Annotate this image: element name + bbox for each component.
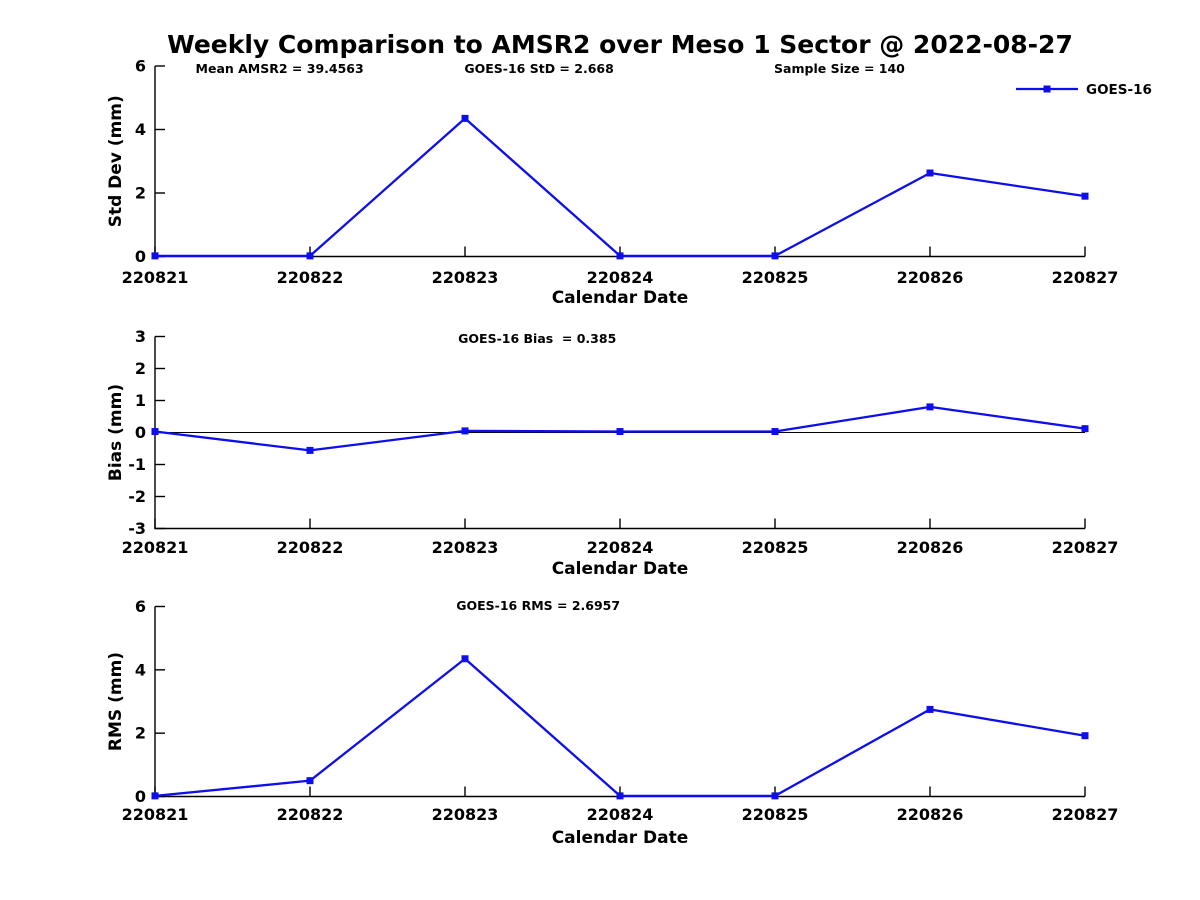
series-marker (616, 428, 624, 436)
y-tick-label: 0 (135, 787, 146, 806)
series-marker (461, 427, 469, 435)
x-tick-label: 220826 (897, 538, 964, 557)
series-marker (1081, 425, 1089, 433)
x-tick-label: 220821 (122, 805, 189, 824)
x-tick-label: 220825 (742, 538, 809, 557)
x-axis-label: Calendar Date (552, 828, 689, 848)
x-tick-label: 220822 (277, 268, 344, 287)
y-tick-label: 4 (135, 660, 146, 679)
subplot-rms-panel: GOES-16 RMS = 2.6957 0 2 4 6 220821 220822 2208… (106, 597, 1118, 848)
y-tick-label: 4 (135, 120, 146, 139)
series-marker (926, 403, 934, 411)
y-tick-label: -2 (128, 487, 146, 506)
annotation-text: GOES-16 Bias = 0.385 (458, 331, 616, 346)
y-tick-label: -3 (128, 519, 146, 538)
x-tick-label: 220826 (897, 805, 964, 824)
x-tick-label: 220823 (432, 268, 499, 287)
x-tick-label: 220824 (587, 805, 654, 824)
series-marker (151, 792, 159, 800)
y-tick-label: 1 (135, 391, 146, 410)
annotation-text: Sample Size = 140 (774, 61, 905, 76)
x-axis-label: Calendar Date (552, 559, 689, 579)
axis-spines (154, 66, 1085, 258)
x-tick-label: 220825 (742, 805, 809, 824)
y-axis-label: Bias (mm) (106, 384, 126, 481)
series-marker (771, 792, 779, 800)
series-marker (461, 655, 469, 663)
series-marker (616, 792, 624, 800)
series-marker (461, 114, 469, 122)
legend-label: GOES-16 (1086, 82, 1152, 98)
subplot-std-dev-panel: Mean AMSR2 = 39.4563 GOES-16 StD = 2.668 S… (106, 57, 1152, 309)
legend: GOES-16 (1016, 82, 1152, 98)
x-tick-label: 220825 (742, 268, 809, 287)
x-axis-label: Calendar Date (552, 288, 689, 308)
legend-marker (1043, 85, 1051, 93)
series-line (154, 657, 1086, 798)
y-tick-label: -1 (128, 455, 146, 474)
x-tick-label: 220827 (1052, 805, 1119, 824)
x-tick-label: 220827 (1052, 538, 1119, 557)
annotation-text: GOES-16 StD = 2.668 (464, 61, 613, 76)
x-tick-label: 220826 (897, 268, 964, 287)
x-tick-label: 220821 (122, 268, 189, 287)
y-tick-label: 2 (135, 724, 146, 743)
y-axis-label: Std Dev (mm) (106, 95, 126, 227)
series-marker (1081, 192, 1089, 200)
series-marker (1081, 732, 1089, 740)
chart-title: Weekly Comparison to AMSR2 over Meso 1 S… (167, 30, 1073, 59)
series-marker (306, 446, 314, 454)
annotation-text: Mean AMSR2 = 39.4563 (196, 61, 364, 76)
subplot-bias-panel: GOES-16 Bias = 0.385 -3 -2 -1 0 1 2 3 220821 2208… (106, 327, 1118, 579)
y-axis-label: RMS (mm) (106, 652, 126, 751)
series-marker (926, 169, 934, 177)
x-tick-label: 220823 (432, 805, 499, 824)
y-tick-label: 0 (135, 423, 146, 442)
x-tick-label: 220827 (1052, 268, 1119, 287)
y-tick-label: 0 (135, 247, 146, 266)
x-tick-label: 220823 (432, 538, 499, 557)
y-tick-label: 3 (135, 327, 146, 346)
y-tick-label: 2 (135, 184, 146, 203)
x-tick-label: 220824 (587, 268, 654, 287)
y-tick-label: 6 (135, 57, 146, 76)
series-marker (771, 428, 779, 436)
series-line (155, 117, 1086, 258)
series-marker (771, 252, 779, 260)
axis-spines (154, 606, 1085, 798)
x-tick-label: 220822 (277, 538, 344, 557)
annotation-text: GOES-16 RMS = 2.6957 (456, 598, 620, 613)
series-marker (926, 705, 934, 713)
x-tick-label: 220822 (277, 805, 344, 824)
series-marker (306, 777, 314, 785)
series-marker (306, 252, 314, 260)
y-tick-label: 6 (135, 597, 146, 616)
series-marker (616, 252, 624, 260)
x-tick-label: 220821 (122, 538, 189, 557)
y-tick-label: 2 (135, 359, 146, 378)
x-tick-label: 220824 (587, 538, 654, 557)
series-marker (151, 428, 159, 436)
series-marker (151, 252, 159, 260)
